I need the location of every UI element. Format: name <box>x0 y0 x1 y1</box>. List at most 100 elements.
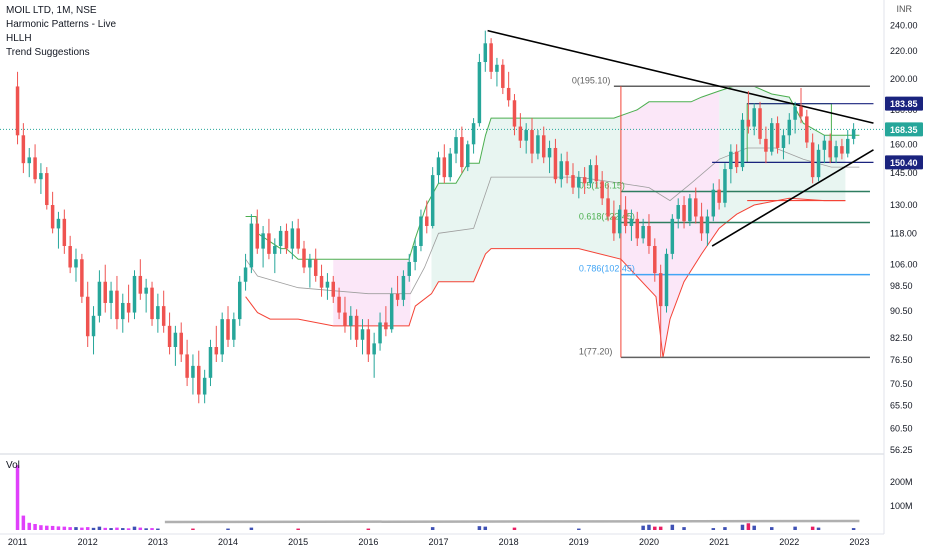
candle-body <box>810 142 815 178</box>
candle-body <box>249 223 254 268</box>
candle-body <box>460 137 464 168</box>
indicator-hllh[interactable]: HLLH <box>6 33 32 44</box>
candle-body <box>284 230 289 249</box>
candle-body <box>267 233 271 254</box>
candle-body <box>793 106 797 120</box>
price-axis-tick: 220.00 <box>890 46 918 56</box>
candle-body <box>612 216 616 234</box>
candle-body <box>553 147 558 180</box>
volume-axis-tick: 100M <box>890 501 913 511</box>
price-axis-tick: 90.50 <box>890 306 913 316</box>
candle-body <box>109 290 113 303</box>
volume-bar <box>156 528 160 530</box>
time-axis-tick: 2017 <box>428 537 448 547</box>
time-axis-tick: 2013 <box>148 537 168 547</box>
candle-body <box>688 198 692 222</box>
volume-bar <box>670 524 675 530</box>
candle-body <box>442 157 447 178</box>
candle-body <box>653 246 657 274</box>
candle-body <box>471 123 476 145</box>
price-tag-label: 168.35 <box>890 125 918 135</box>
candle-body <box>699 216 704 234</box>
candle-body <box>243 267 248 282</box>
candle-body <box>524 130 528 141</box>
volume-bar <box>103 527 107 530</box>
candle-body <box>623 209 628 227</box>
band-cloud-green <box>719 86 846 229</box>
volume-bar <box>50 525 55 530</box>
candle-body <box>349 315 353 326</box>
candle-body <box>103 281 107 303</box>
volume-bar <box>115 527 119 530</box>
volume-label[interactable]: Vol <box>6 460 20 471</box>
candle-body <box>208 346 213 378</box>
candle-body <box>495 64 499 72</box>
candle-body <box>834 146 838 158</box>
volume-bar <box>56 526 61 530</box>
volume-bar <box>68 527 72 530</box>
candle-body <box>167 325 172 347</box>
candle-body <box>15 86 20 136</box>
candle-body <box>33 157 37 180</box>
candle-body <box>559 161 564 180</box>
volume-bar <box>647 524 651 530</box>
volume-bar <box>62 526 67 530</box>
candle-body <box>705 216 710 234</box>
candle-body <box>21 135 26 164</box>
candle-body <box>676 205 680 219</box>
price-axis-tick: 98.50 <box>890 281 913 291</box>
candle-body <box>337 296 341 313</box>
fib-level-label: 1(77.20) <box>579 346 613 356</box>
price-axis-tick: 130.00 <box>890 200 918 210</box>
candle-body <box>489 43 493 72</box>
candle-body <box>197 365 201 395</box>
candle-body <box>202 377 207 395</box>
volume-bar <box>97 526 102 530</box>
candle-body <box>226 319 230 340</box>
candle-body <box>840 146 844 154</box>
candle-body <box>45 173 49 206</box>
candle-body <box>191 365 195 378</box>
price-axis-tick: 60.50 <box>890 424 913 434</box>
time-axis-tick: 2011 <box>8 537 27 547</box>
candle-body <box>466 144 470 168</box>
volume-bar <box>682 527 686 530</box>
candle-body <box>39 173 43 180</box>
candle-body <box>805 116 809 143</box>
indicator-harmonic[interactable]: Harmonic Patterns - Live <box>6 19 117 30</box>
candle-body <box>80 259 84 297</box>
chart-legend: MOIL LTD, 1M, NSE Harmonic Patterns - Li… <box>6 4 116 60</box>
indicator-trend[interactable]: Trend Suggestions <box>6 47 90 58</box>
candle-body <box>161 306 166 326</box>
candle-body <box>290 228 295 249</box>
price-axis-tick: 76.50 <box>890 355 913 365</box>
candle-body <box>331 281 336 297</box>
symbol-title[interactable]: MOIL LTD, 1M, NSE <box>6 5 97 16</box>
candle-body <box>115 290 119 320</box>
candle-body <box>144 287 148 294</box>
candle-body <box>845 138 850 154</box>
volume-bar <box>746 523 751 530</box>
volume-bar <box>132 526 137 530</box>
band-cloud-pink <box>620 90 720 358</box>
candle-body <box>378 322 382 344</box>
candle-body <box>372 343 376 355</box>
volume-bar <box>653 526 657 530</box>
volume-bar <box>21 515 26 530</box>
time-axis-tick: 2022 <box>779 537 799 547</box>
price-tag <box>885 155 923 170</box>
volume-bar <box>740 524 745 530</box>
candle-body <box>740 119 745 168</box>
candle-body <box>360 329 365 340</box>
candle-body <box>74 259 78 268</box>
candle-body <box>758 108 762 139</box>
candle-body <box>62 218 67 247</box>
volume-bar <box>109 528 113 530</box>
candle-body <box>594 165 599 182</box>
candle-body <box>617 209 622 234</box>
candle-body <box>273 246 277 254</box>
candle-body <box>822 140 827 150</box>
volume-bar <box>39 525 43 530</box>
time-axis-tick: 2020 <box>639 537 659 547</box>
volume-bar <box>91 527 96 530</box>
